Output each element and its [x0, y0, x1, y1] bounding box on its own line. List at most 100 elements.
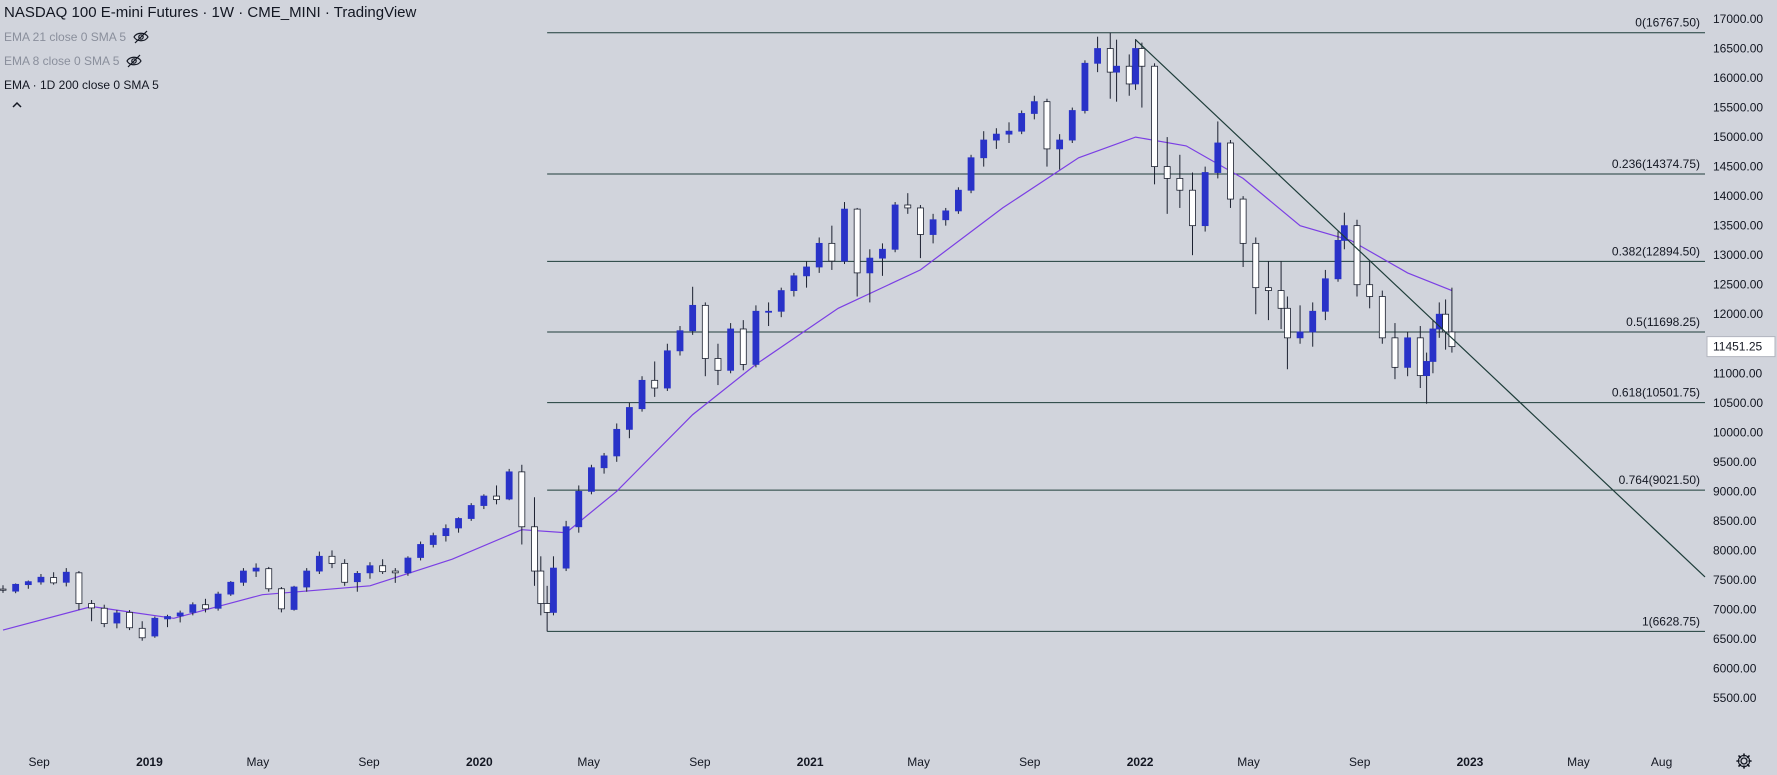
- candle[interactable]: [88, 599, 95, 622]
- candle[interactable]: [1391, 323, 1399, 380]
- candle[interactable]: [638, 376, 646, 412]
- ema-indicator[interactable]: [2, 136, 1453, 631]
- candle[interactable]: [1106, 32, 1114, 99]
- candle[interactable]: [202, 598, 209, 613]
- chevron-up-icon[interactable]: [10, 100, 24, 110]
- candle[interactable]: [1227, 140, 1234, 208]
- candle[interactable]: [1340, 212, 1348, 250]
- candle[interactable]: [1404, 331, 1412, 377]
- eye-off-icon[interactable]: [125, 54, 143, 68]
- candle[interactable]: [992, 128, 1000, 149]
- candle[interactable]: [942, 207, 950, 226]
- candle[interactable]: [1239, 196, 1247, 267]
- candle[interactable]: [1163, 137, 1171, 214]
- candle[interactable]: [1132, 39, 1139, 90]
- candle[interactable]: [252, 563, 260, 577]
- candle[interactable]: [366, 562, 374, 579]
- candle[interactable]: [1214, 121, 1222, 179]
- candle[interactable]: [1265, 261, 1272, 321]
- trendline-drawing[interactable]: [1135, 39, 1706, 578]
- candle[interactable]: [353, 571, 361, 592]
- candle[interactable]: [1151, 63, 1158, 185]
- candle[interactable]: [1448, 287, 1456, 353]
- candle[interactable]: [1018, 110, 1026, 135]
- candle[interactable]: [689, 286, 697, 335]
- candle[interactable]: [1094, 36, 1101, 73]
- candle[interactable]: [1442, 299, 1449, 350]
- trendline[interactable]: [1135, 39, 1706, 578]
- candle[interactable]: [480, 494, 488, 510]
- candle[interactable]: [429, 532, 437, 548]
- candle[interactable]: [37, 574, 45, 585]
- candle[interactable]: [1378, 290, 1386, 344]
- candle[interactable]: [50, 572, 58, 585]
- candle[interactable]: [537, 556, 545, 616]
- candle[interactable]: [493, 485, 500, 505]
- candle[interactable]: [417, 541, 424, 561]
- candle[interactable]: [841, 202, 848, 265]
- candle[interactable]: [12, 583, 20, 594]
- candle[interactable]: [815, 237, 823, 273]
- candle[interactable]: [1125, 54, 1133, 96]
- indicator-ema-1d-200[interactable]: EMA · 1D 200 close 0 SMA 5: [4, 76, 416, 94]
- candle[interactable]: [1284, 296, 1291, 370]
- candle[interactable]: [24, 580, 32, 589]
- fib-retracement[interactable]: 0(16767.50) 0.236(14374.75) 0.382(12894.50…: [547, 16, 1705, 632]
- candle[interactable]: [1334, 231, 1342, 282]
- candle[interactable]: [1176, 154, 1184, 208]
- candle[interactable]: [290, 585, 298, 611]
- candle[interactable]: [1309, 302, 1317, 347]
- candle[interactable]: [151, 616, 159, 638]
- candle[interactable]: [1416, 326, 1424, 389]
- candle[interactable]: [917, 204, 924, 259]
- candle[interactable]: [739, 320, 747, 371]
- candle[interactable]: [625, 402, 633, 439]
- price-axis[interactable]: 17000.00 16500.00 16000.00 15500.00 15000.00…: [1706, 0, 1777, 760]
- candle[interactable]: [1113, 39, 1120, 102]
- candle[interactable]: [1277, 261, 1285, 329]
- candle[interactable]: [1252, 237, 1260, 315]
- candle[interactable]: [550, 556, 557, 616]
- candle[interactable]: [505, 468, 513, 501]
- candle[interactable]: [75, 571, 83, 611]
- candle[interactable]: [803, 261, 810, 288]
- candle[interactable]: [328, 550, 336, 569]
- candle[interactable]: [315, 551, 323, 575]
- candle[interactable]: [752, 305, 760, 368]
- time-axis[interactable]: Sep 2019 May Sep 2020 May Sep 2021 May Sep 2022 May…: [28, 755, 1672, 769]
- candle[interactable]: [588, 464, 595, 495]
- candle[interactable]: [1043, 98, 1051, 167]
- candle[interactable]: [404, 556, 412, 576]
- candle[interactable]: [613, 423, 621, 462]
- indicator-ema21[interactable]: EMA 21 close 0 SMA 5: [4, 28, 416, 46]
- candle-series[interactable]: [0, 32, 1456, 641]
- candle[interactable]: [518, 464, 526, 545]
- candle[interactable]: [1056, 134, 1064, 170]
- candle[interactable]: [1296, 305, 1304, 344]
- candle[interactable]: [1366, 261, 1374, 309]
- candle[interactable]: [600, 452, 608, 474]
- candle[interactable]: [714, 343, 722, 386]
- candle[interactable]: [164, 614, 171, 628]
- candle[interactable]: [980, 131, 988, 167]
- candle[interactable]: [1068, 107, 1076, 143]
- candle[interactable]: [727, 323, 735, 374]
- candle[interactable]: [853, 207, 861, 297]
- candle[interactable]: [777, 287, 785, 318]
- candle[interactable]: [562, 520, 570, 572]
- candle[interactable]: [1429, 320, 1437, 374]
- candle[interactable]: [379, 559, 387, 575]
- candle[interactable]: [303, 568, 311, 592]
- indicator-ema8[interactable]: EMA 8 close 0 SMA 5: [4, 52, 416, 70]
- candle[interactable]: [1423, 352, 1431, 404]
- candle[interactable]: [1353, 219, 1361, 297]
- candle[interactable]: [265, 566, 273, 592]
- candle[interactable]: [442, 524, 450, 542]
- candle[interactable]: [575, 485, 583, 533]
- candle[interactable]: [1030, 95, 1038, 120]
- candle[interactable]: [455, 517, 462, 533]
- candle[interactable]: [790, 272, 798, 297]
- candle[interactable]: [176, 610, 184, 623]
- candle[interactable]: [126, 610, 133, 631]
